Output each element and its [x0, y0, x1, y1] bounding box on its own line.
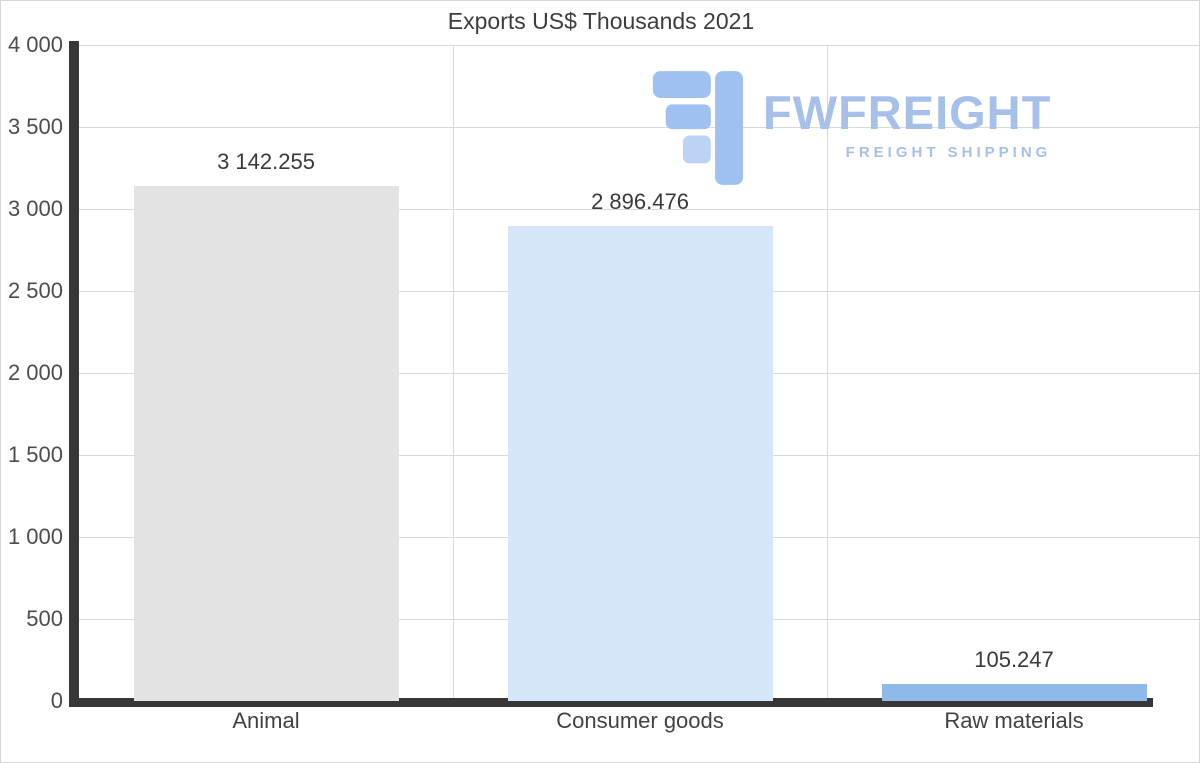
vertical-gridline	[453, 45, 454, 701]
watermark-text: FWFREIGHT FREIGHT SHIPPING	[763, 69, 1051, 161]
x-axis-category-label: Consumer goods	[556, 708, 724, 733]
y-axis-tick-label: 2 000	[7, 360, 63, 385]
bar-raw-materials	[881, 683, 1147, 701]
y-axis-tick-label: 2 500	[7, 278, 63, 303]
watermark-name: FWFREIGHT	[763, 86, 1052, 139]
y-axis-tick-label: 0	[50, 688, 63, 713]
watermark-logo: FWFREIGHT FREIGHT SHIPPING	[649, 69, 1051, 187]
y-axis-tick-label: 500	[26, 606, 63, 631]
x-axis-category-label: Animal	[232, 708, 300, 733]
x-axis-line	[69, 698, 1153, 707]
bar-consumer-goods	[507, 225, 773, 701]
vertical-gridline	[827, 45, 828, 701]
watermark-tagline: FREIGHT SHIPPING	[845, 144, 1052, 161]
horizontal-gridline	[79, 126, 1199, 128]
horizontal-gridline	[79, 44, 1199, 46]
fwfreight-logo-icon	[652, 71, 743, 185]
y-axis-tick-label: 1 500	[7, 442, 63, 467]
bar-value-label: 3 142.255	[217, 148, 315, 174]
y-axis-tick-label: 3 500	[7, 114, 63, 139]
y-axis-tick-label: 1 000	[7, 524, 63, 549]
y-axis-line	[69, 41, 79, 706]
bar-animal	[133, 185, 399, 701]
bar-value-label: 105.247	[974, 646, 1054, 672]
y-axis-tick-label: 3 000	[7, 196, 63, 221]
chart-title: Exports US$ Thousands 2021	[447, 8, 755, 34]
bar-value-label: 2 896.476	[591, 188, 689, 214]
x-axis-category-label: Raw materials	[944, 708, 1084, 733]
y-axis-tick-label: 4 000	[7, 32, 63, 57]
horizontal-gridline	[79, 208, 1199, 210]
